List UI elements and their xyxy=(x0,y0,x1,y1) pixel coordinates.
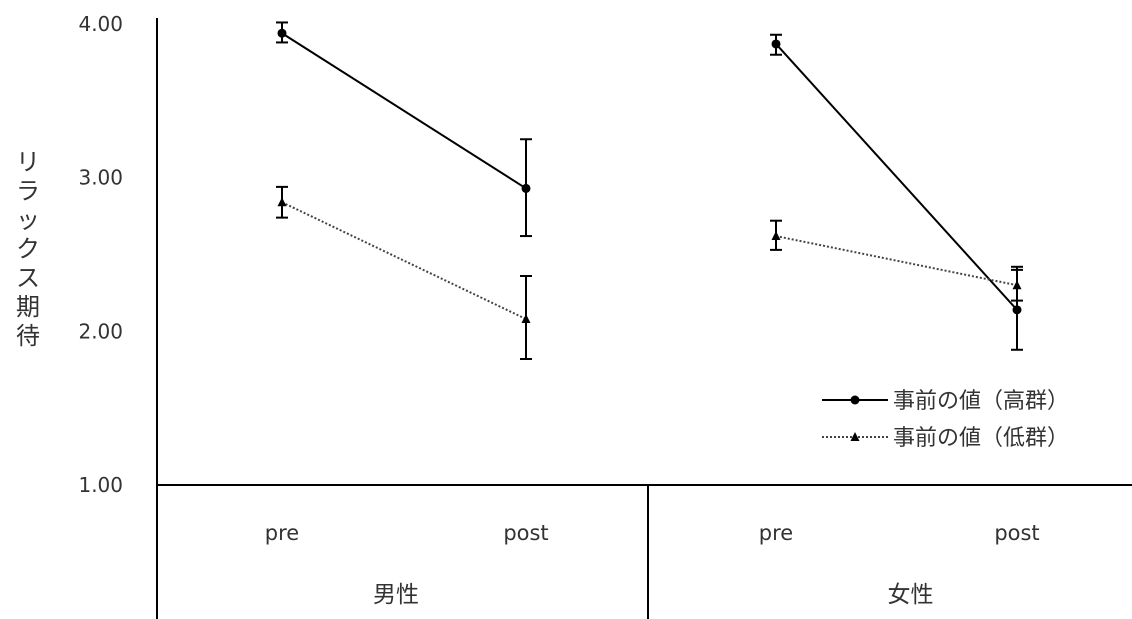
y-tick-label: 4.00 xyxy=(78,12,123,36)
data-point-triangle xyxy=(771,231,781,241)
x-tick-label: pre xyxy=(759,521,793,545)
group-label: 男性 xyxy=(373,582,419,608)
legend-label: 事前の値（高群） xyxy=(893,389,1069,414)
y-tick-label: 2.00 xyxy=(78,319,123,343)
data-point-circle xyxy=(521,183,531,193)
series-line xyxy=(775,43,1018,311)
y-tick-label: 3.00 xyxy=(78,166,123,190)
series-line xyxy=(281,32,527,190)
x-tick-label: pre xyxy=(265,521,299,545)
axes xyxy=(156,18,1132,619)
data-point-circle xyxy=(277,28,287,38)
data-point-triangle xyxy=(1012,280,1022,290)
legend: 事前の値（高群） 事前の値（低群） xyxy=(822,389,1069,451)
data-point-circle xyxy=(850,395,860,405)
chart-marks xyxy=(276,21,1023,360)
x-tick-label: post xyxy=(503,521,548,545)
data-point-circle xyxy=(771,39,781,49)
series-line xyxy=(281,201,527,320)
data-point-triangle xyxy=(521,314,531,324)
data-point-triangle xyxy=(277,197,287,207)
group-label: 女性 xyxy=(888,582,934,608)
y-tick-label: 1.00 xyxy=(78,473,123,497)
y-axis-label: リラックス期待 xyxy=(16,148,40,350)
series-line xyxy=(775,235,1018,287)
data-point-triangle xyxy=(850,432,860,441)
x-tick-label: post xyxy=(994,521,1039,545)
data-point-circle xyxy=(1012,305,1022,315)
chart-labels: 1.00 2.00 3.00 4.00 リラックス期待 pre post 男性 pre post 女… xyxy=(16,12,1040,608)
legend-label: 事前の値（低群） xyxy=(893,426,1069,451)
